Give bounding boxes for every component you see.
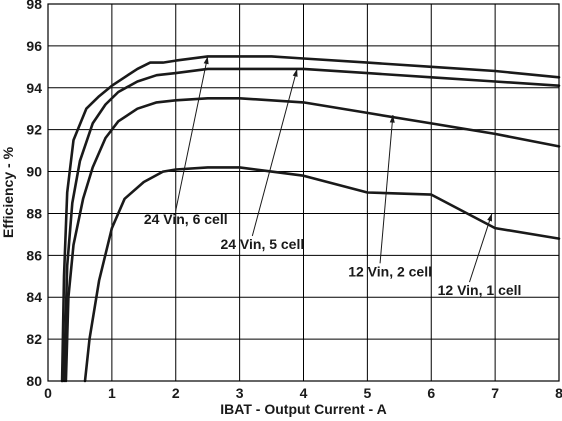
x-tick-label: 6 <box>427 385 435 401</box>
x-tick-label: 8 <box>555 385 562 401</box>
series-line-2 <box>62 67 561 383</box>
x-tick-label: 1 <box>108 385 116 401</box>
annotation-leader-2 <box>251 68 298 237</box>
x-tick-label: 2 <box>172 385 180 401</box>
y-tick-label: 88 <box>26 205 42 221</box>
y-tick-label: 96 <box>26 38 42 54</box>
y-tick-label: 86 <box>26 247 42 263</box>
plot-frame <box>47 3 560 382</box>
x-tick-label: 0 <box>44 385 52 401</box>
annotation-leaders <box>175 56 493 283</box>
annotation-labels: 24 Vin, 6 cell 24 Vin, 5 cell 12 Vin, 2 ce… <box>144 211 522 298</box>
y-tick-label: 94 <box>26 80 42 96</box>
annotation-label-1: 24 Vin, 6 cell <box>144 211 228 227</box>
x-tick-label: 5 <box>363 385 371 401</box>
series-line-3 <box>64 97 561 383</box>
annotation-leader-1 <box>175 56 209 212</box>
annotation-arrowhead-2 <box>292 68 298 77</box>
y-tick-label: 92 <box>26 122 42 138</box>
x-axis-title: IBAT - Output Current - A <box>220 401 386 417</box>
series-line-4 <box>83 166 561 383</box>
annotation-leader-4 <box>469 213 493 283</box>
y-tick-label: 98 <box>26 0 42 12</box>
x-tick-label: 4 <box>300 385 308 401</box>
y-tick-label: 90 <box>26 164 42 180</box>
series-line-1 <box>60 55 561 383</box>
annotation-label-4: 12 Vin, 1 cell <box>438 282 522 298</box>
y-tick-label: 82 <box>26 331 42 347</box>
series-lines <box>60 55 561 383</box>
grid-lines <box>47 3 560 382</box>
annotation-label-3: 12 Vin, 2 cell <box>348 263 432 279</box>
x-tick-label: 7 <box>491 385 499 401</box>
x-tick-label: 3 <box>236 385 244 401</box>
annotation-arrowhead-3 <box>389 115 395 123</box>
y-tick-label: 84 <box>26 289 42 305</box>
y-tick-label: 80 <box>26 373 42 389</box>
annotation-arrowhead-4 <box>487 213 492 222</box>
annotation-label-2: 24 Vin, 5 cell <box>220 236 304 252</box>
annotation-leader-3 <box>379 114 394 264</box>
y-axis-title: Efficiency - % <box>0 146 16 238</box>
annotation-arrowhead-1 <box>203 56 209 65</box>
